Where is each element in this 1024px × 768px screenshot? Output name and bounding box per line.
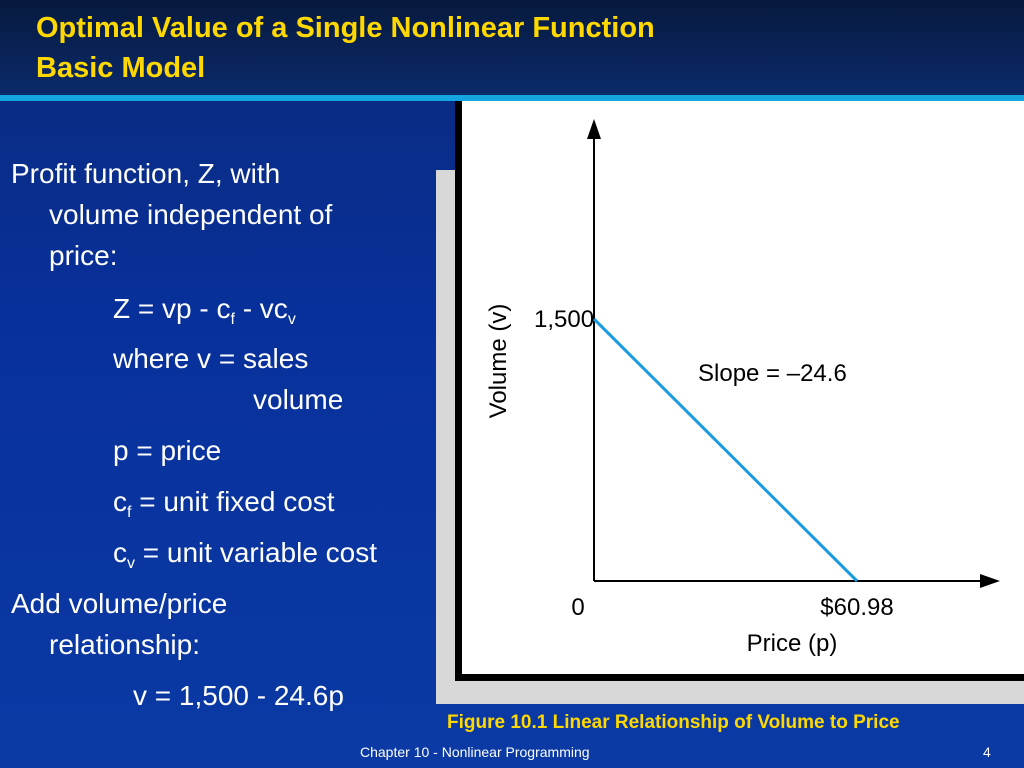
chart-panel: 1,500 0 $60.98 Slope = –24.6 Price (p) V… xyxy=(462,101,1024,674)
equation-z-prefix: Z = vp - c xyxy=(113,293,231,324)
title-divider xyxy=(0,95,1024,101)
variable-cost-c: c xyxy=(113,537,127,568)
bullet-add-line1: Add volume/price xyxy=(11,588,228,619)
y-axis-arrowhead xyxy=(587,119,601,139)
variable-cost-rest: = unit variable cost xyxy=(135,537,378,568)
where-line2: volume xyxy=(253,384,344,415)
bullet-add-line2: relationship: xyxy=(49,629,200,660)
where-line1: where v = sales xyxy=(113,343,309,374)
variable-cost-sub: v xyxy=(127,555,135,572)
slide-subtitle: Basic Model xyxy=(36,52,206,84)
fixed-cost-definition: cf = unit fixed cost xyxy=(113,485,335,530)
x-tick-label-0: 0 xyxy=(571,594,584,621)
price-definition: p = price xyxy=(113,435,222,466)
title-bar: Optimal Value of a Single Nonlinear Func… xyxy=(0,0,1024,96)
slide-title: Optimal Value of a Single Nonlinear Func… xyxy=(36,12,655,44)
y-axis-label: Volume (v) xyxy=(485,304,512,419)
figure-caption: Figure 10.1 Linear Relationship of Volum… xyxy=(447,712,900,733)
footer-chapter: Chapter 10 - Nonlinear Programming xyxy=(360,744,590,760)
footer-page-number: 4 xyxy=(983,744,991,760)
equation-z-sub-f: f xyxy=(230,311,235,328)
fixed-cost-c: c xyxy=(113,486,127,517)
equation-z: Z = vp - cf - vcv xyxy=(113,292,296,337)
variable-cost-definition: cv = unit variable cost xyxy=(113,536,377,581)
fixed-cost-rest: = unit fixed cost xyxy=(131,486,335,517)
slope-annotation: Slope = –24.6 xyxy=(698,360,847,387)
x-axis-arrowhead xyxy=(980,574,1000,588)
bullet-profit-line3: price: xyxy=(49,240,118,271)
bullet-profit-line2: volume independent of xyxy=(49,199,333,230)
fixed-cost-sub: f xyxy=(127,504,132,521)
bullet-profit-line1: Profit function, Z, with xyxy=(11,158,281,189)
y-tick-label-1500: 1,500 xyxy=(534,306,594,333)
volume-price-line xyxy=(592,317,859,583)
equation-z-sub-v: v xyxy=(287,311,296,328)
equation-volume: v = 1,500 - 24.6p xyxy=(133,680,344,711)
volume-price-chart: 1,500 0 $60.98 Slope = –24.6 Price (p) V… xyxy=(485,119,1000,657)
x-tick-label-6098: $60.98 xyxy=(820,594,893,621)
equation-z-mid: - vc xyxy=(234,293,288,324)
x-axis-label: Price (p) xyxy=(747,630,838,657)
